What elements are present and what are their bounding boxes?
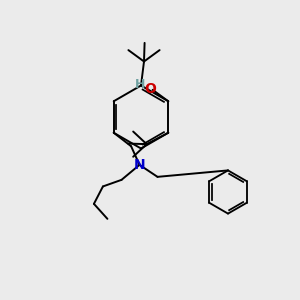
- Text: N: N: [134, 158, 145, 172]
- Text: O: O: [144, 82, 156, 96]
- Text: H: H: [135, 78, 145, 91]
